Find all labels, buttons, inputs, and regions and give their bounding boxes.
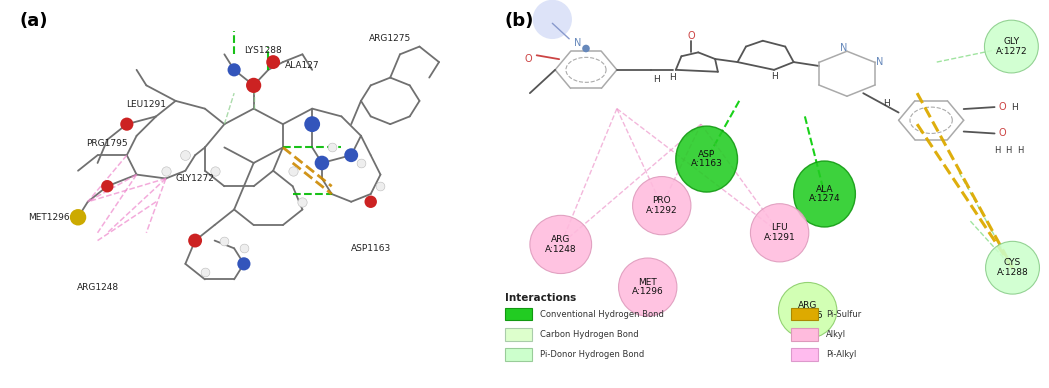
Text: H: H: [771, 72, 777, 81]
Ellipse shape: [530, 215, 592, 274]
Text: (b): (b): [505, 12, 534, 29]
Text: N: N: [574, 38, 581, 48]
Text: CYS
A:1288: CYS A:1288: [997, 258, 1028, 277]
Point: [362, 199, 379, 205]
Point: [323, 144, 340, 151]
Point: [226, 67, 242, 73]
Text: O: O: [524, 54, 532, 64]
Text: Carbon Hydrogen Bond: Carbon Hydrogen Bond: [540, 330, 639, 339]
Text: ASP
A:1163: ASP A:1163: [690, 150, 723, 168]
Text: H: H: [883, 99, 890, 109]
Point: [235, 261, 253, 267]
Point: [177, 152, 194, 158]
FancyBboxPatch shape: [505, 328, 532, 341]
Text: N: N: [840, 43, 848, 53]
Point: [119, 121, 135, 127]
Text: ALA127: ALA127: [285, 61, 320, 71]
Text: Conventional Hydrogen Bond: Conventional Hydrogen Bond: [540, 310, 664, 319]
Point: [578, 45, 595, 52]
Point: [216, 237, 233, 244]
Point: [245, 82, 262, 88]
Text: ARG
A:1248: ARG A:1248: [544, 235, 577, 254]
Text: PRG1795: PRG1795: [86, 139, 128, 148]
Point: [196, 268, 213, 275]
Point: [69, 214, 86, 220]
Ellipse shape: [986, 241, 1040, 294]
Ellipse shape: [633, 177, 691, 235]
Point: [207, 168, 223, 174]
Point: [314, 160, 330, 166]
Text: GLY
A:1272: GLY A:1272: [996, 37, 1027, 56]
Text: O: O: [998, 128, 1006, 139]
Point: [99, 183, 115, 189]
Text: H: H: [652, 75, 660, 84]
Text: H: H: [1005, 146, 1012, 155]
Point: [544, 16, 561, 23]
FancyBboxPatch shape: [505, 348, 532, 361]
Text: ASP1163: ASP1163: [350, 244, 391, 253]
Text: LEU1291: LEU1291: [126, 100, 167, 109]
Text: LFU
A:1291: LFU A:1291: [764, 223, 795, 242]
Ellipse shape: [750, 204, 809, 262]
Text: LYS1288: LYS1288: [244, 46, 282, 55]
Text: Pi-Donor Hydrogen Bond: Pi-Donor Hydrogen Bond: [540, 350, 644, 359]
Point: [187, 237, 204, 244]
FancyBboxPatch shape: [791, 328, 818, 341]
Ellipse shape: [619, 258, 677, 316]
Ellipse shape: [676, 126, 737, 192]
Point: [264, 59, 281, 65]
Point: [352, 160, 369, 166]
Text: Pi-Sulfur: Pi-Sulfur: [827, 310, 861, 319]
FancyBboxPatch shape: [791, 308, 818, 320]
Point: [304, 121, 321, 127]
FancyBboxPatch shape: [791, 348, 818, 361]
FancyBboxPatch shape: [505, 308, 532, 320]
Text: ARG1248: ARG1248: [77, 282, 119, 292]
Text: H: H: [669, 73, 677, 82]
Ellipse shape: [778, 282, 837, 338]
Text: H: H: [1011, 102, 1018, 112]
Point: [157, 168, 174, 174]
Point: [372, 183, 389, 189]
Point: [284, 168, 301, 174]
Text: Interactions: Interactions: [505, 293, 576, 303]
Ellipse shape: [984, 20, 1039, 73]
Text: MET1296: MET1296: [28, 213, 69, 222]
Text: ARG1275: ARG1275: [369, 34, 411, 43]
Text: N: N: [876, 57, 883, 68]
Text: H: H: [994, 146, 1001, 155]
Text: O: O: [998, 102, 1006, 112]
Ellipse shape: [794, 161, 855, 227]
Point: [294, 199, 311, 205]
Text: Alkyl: Alkyl: [827, 330, 847, 339]
Text: (a): (a): [20, 12, 48, 29]
Text: MET
A:1296: MET A:1296: [631, 278, 664, 296]
Text: GLY1272: GLY1272: [175, 174, 215, 183]
Point: [343, 152, 360, 158]
Text: Pi-Alkyl: Pi-Alkyl: [827, 350, 857, 359]
Text: ALA
A:1274: ALA A:1274: [809, 185, 840, 203]
Point: [235, 245, 253, 251]
Text: PRO
A:1292: PRO A:1292: [646, 196, 678, 215]
Text: O: O: [687, 31, 694, 41]
Text: ARG
A:1275: ARG A:1275: [792, 301, 823, 320]
Text: H: H: [1016, 146, 1023, 155]
